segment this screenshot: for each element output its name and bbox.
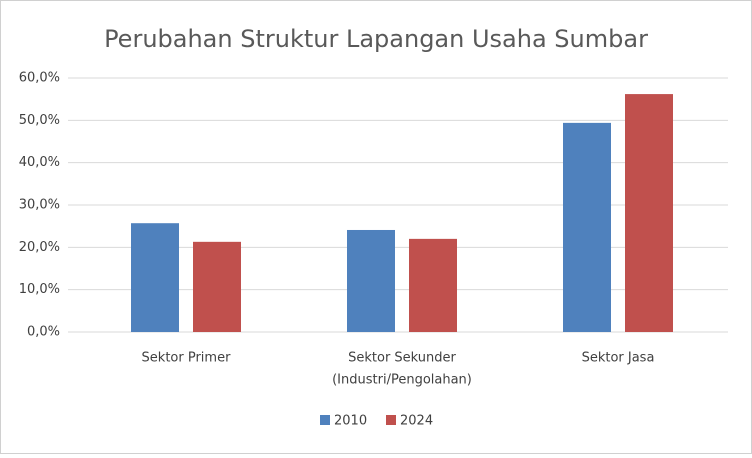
bar [347, 229, 395, 332]
y-tick-label: 60,0% [19, 71, 60, 86]
x-tick-label: Sektor Sekunder [348, 351, 456, 366]
bar [625, 94, 673, 332]
bar [131, 223, 179, 332]
bar [409, 238, 457, 332]
x-tick-label: (Industri/Pengolahan) [332, 373, 472, 388]
y-tick-label: 30,0% [19, 198, 60, 213]
y-tick-label: 40,0% [19, 155, 60, 170]
bar [563, 122, 611, 332]
y-tick-label: 10,0% [19, 282, 60, 297]
x-tick-label: Sektor Primer [142, 351, 232, 366]
y-tick-label: 20,0% [19, 240, 60, 255]
x-tick-label: Sektor Jasa [582, 351, 655, 366]
legend-swatch [320, 415, 330, 425]
chart-title: Perubahan Struktur Lapangan Usaha Sumbar [104, 25, 648, 53]
bar [193, 241, 241, 332]
legend-label: 2024 [400, 414, 433, 429]
legend-swatch [386, 415, 396, 425]
legend-label: 2010 [334, 414, 367, 429]
y-tick-label: 50,0% [19, 113, 60, 128]
y-tick-label: 0,0% [27, 325, 60, 340]
